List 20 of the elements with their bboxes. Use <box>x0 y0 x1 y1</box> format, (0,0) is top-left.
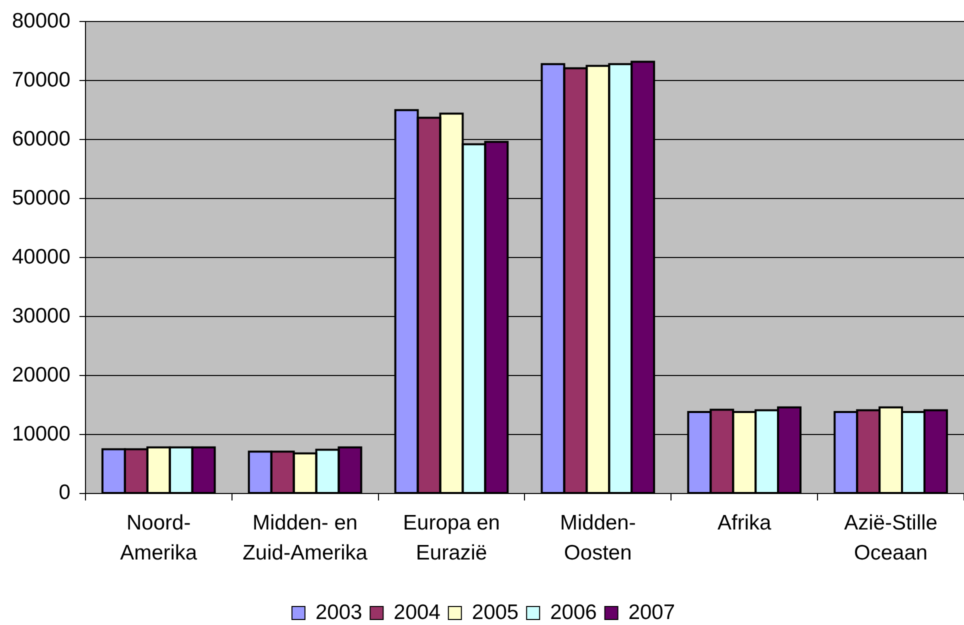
y-tick-label: 60000 <box>12 127 70 150</box>
y-tick-label: 50000 <box>12 186 70 210</box>
legend-label: 2006 <box>550 600 597 624</box>
y-tick-label: 70000 <box>12 68 70 92</box>
x-tick-label: Europa en Eurazië <box>403 511 500 564</box>
y-tick-label: 40000 <box>12 245 70 268</box>
x-tick-label: Afrika <box>718 511 772 534</box>
x-tick-label: Noord-Amerika <box>120 511 198 564</box>
y-tick-label: 30000 <box>12 304 70 328</box>
x-tick-label: Midden-Oosten <box>560 511 636 564</box>
x-tick-label: Midden- en Zuid-Amerika <box>242 511 368 564</box>
legend-label: 2005 <box>472 600 519 624</box>
legend-label: 2004 <box>394 600 441 624</box>
legend-label: 2003 <box>315 600 362 624</box>
x-tick-label: Azië-Stille Oceaan <box>844 511 938 564</box>
y-tick-label: 20000 <box>12 363 70 386</box>
y-tick-label: 10000 <box>12 422 70 446</box>
y-tick-label: 80000 <box>12 9 70 32</box>
y-tick-label: 0 <box>58 481 70 504</box>
legend-label: 2007 <box>628 600 676 624</box>
